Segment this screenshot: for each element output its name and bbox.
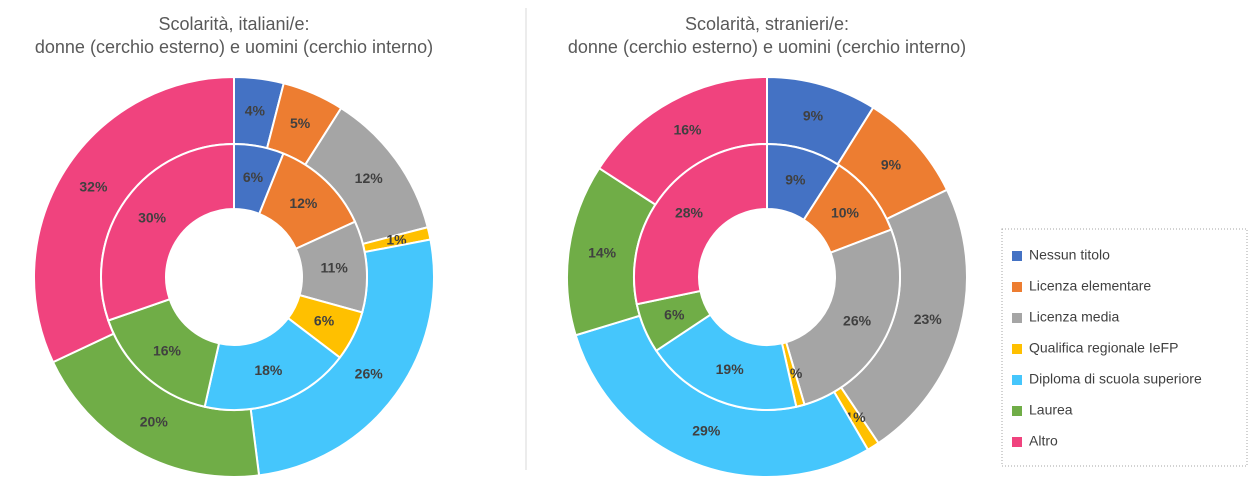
legend-label: Licenza media [1029,309,1119,325]
legend-swatch [1012,313,1022,323]
legend-label: Altro [1029,433,1058,449]
legend-box [1001,228,1248,467]
legend-label: Nessun titolo [1029,247,1110,263]
data-label: 16% [673,121,702,137]
legend-label: Qualifica regionale IeFP [1029,340,1178,356]
data-label: 14% [588,244,617,260]
legend-label: Laurea [1029,402,1073,418]
slice [633,142,768,306]
data-label: 30% [138,209,167,225]
data-label: 18% [254,362,283,378]
data-label: 20% [140,414,169,430]
legend-swatch [1012,406,1022,416]
data-label: 16% [153,343,182,359]
legend-label: Diploma di scuola superiore [1029,371,1202,387]
legend-swatch [1012,282,1022,292]
chart-title: donne (cerchio esterno) e uomini (cerchi… [35,37,433,57]
legend-swatch [1012,251,1022,261]
chart-title: Scolarità, italiani/e: [158,14,309,34]
slice [654,313,798,411]
data-label: 26% [843,312,872,328]
chart-title: Scolarità, stranieri/e: [685,14,849,34]
data-label: 6% [314,312,335,328]
legend-swatch [1012,437,1022,447]
data-label: 29% [692,423,721,439]
data-label: 12% [355,170,384,186]
slice [100,142,235,322]
data-label: 4% [245,103,266,119]
data-label: 9% [881,157,902,173]
data-label: 9% [803,108,824,124]
data-label: 28% [675,204,704,220]
data-label: 23% [914,311,943,327]
data-label: 11% [321,260,349,276]
data-label: 12% [289,195,318,211]
data-label: 10% [831,204,860,220]
data-label: 9% [785,171,806,187]
chart-title: donne (cerchio esterno) e uomini (cerchi… [568,37,966,57]
legend-label: Licenza elementare [1029,278,1151,294]
data-label: 6% [664,307,685,323]
data-label: 1% [386,231,407,247]
data-label: 32% [79,178,108,194]
data-label: 26% [355,366,384,382]
data-label: 19% [716,361,745,377]
slice [784,228,901,406]
legend-swatch [1012,375,1022,385]
legend-swatch [1012,344,1022,354]
data-label: 6% [243,169,264,185]
data-label: 5% [290,115,311,131]
